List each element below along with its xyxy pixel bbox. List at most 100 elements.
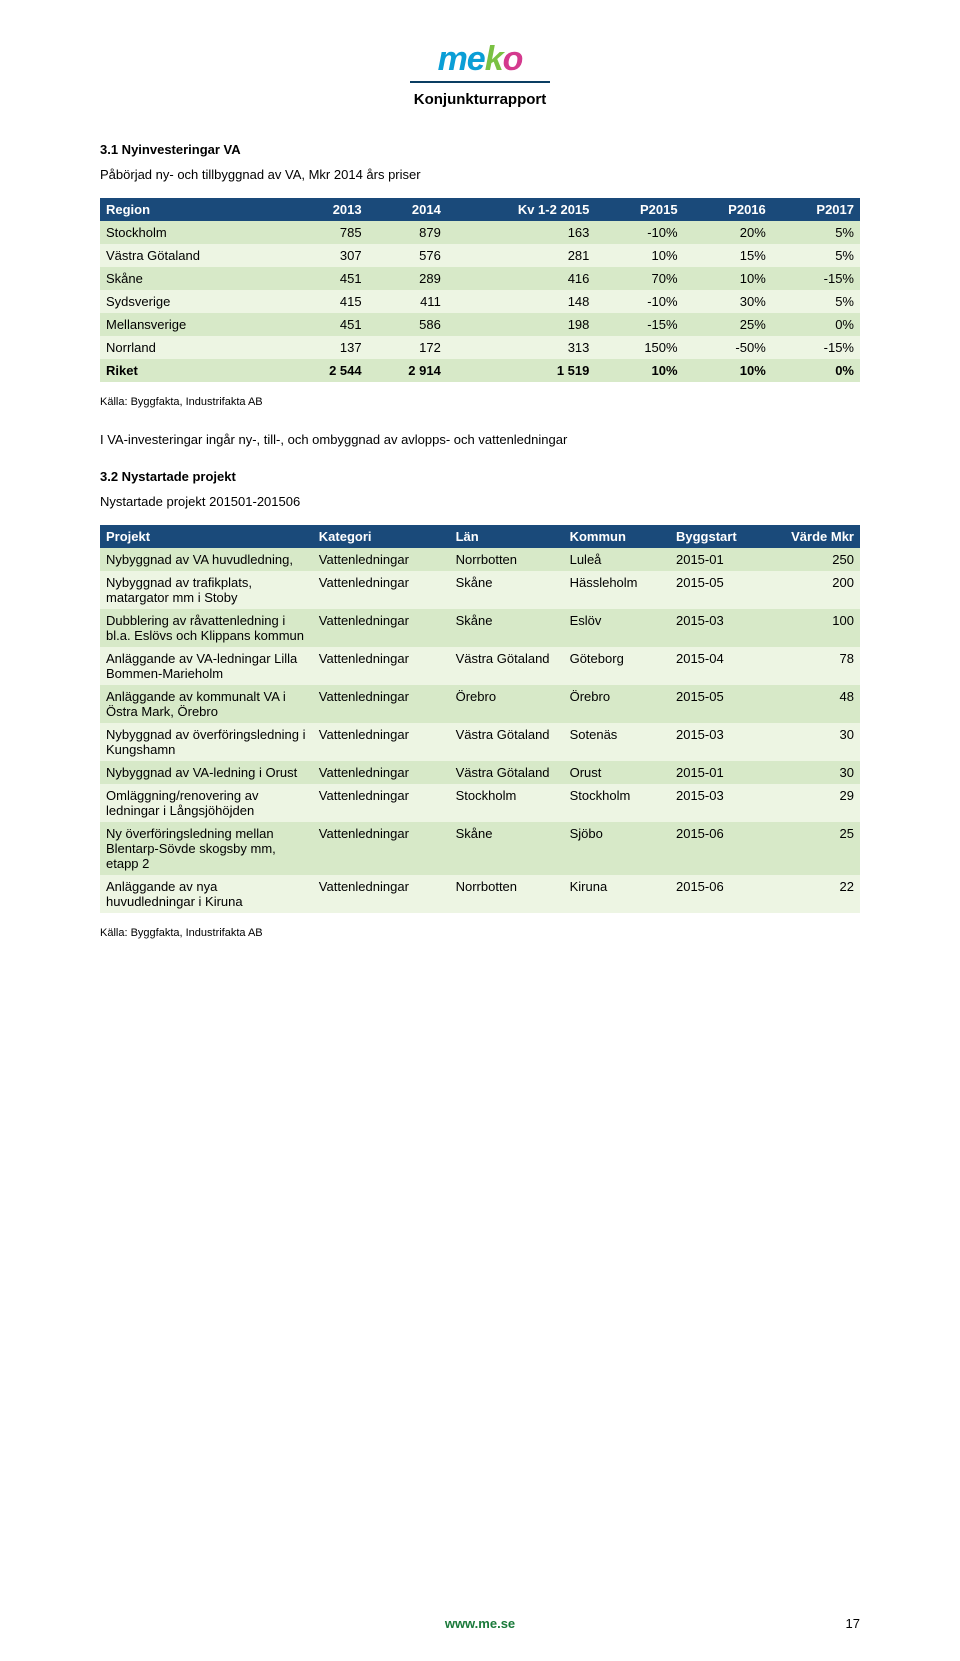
table-header-cell: Kommun — [564, 525, 670, 548]
table-cell: 100 — [761, 609, 860, 647]
table-cell: 2015-03 — [670, 723, 761, 761]
table-cell: Örebro — [450, 685, 564, 723]
table-cell: Västra Götaland — [450, 723, 564, 761]
table-cell: Vattenledningar — [313, 875, 450, 913]
table-cell: 172 — [368, 336, 447, 359]
table-cell: 2015-06 — [670, 822, 761, 875]
table-cell: 2 544 — [288, 359, 367, 382]
table-cell: Luleå — [564, 548, 670, 571]
section-1-caption: Påbörjad ny- och tillbyggnad av VA, Mkr … — [100, 167, 860, 182]
table-row: Dubblering av råvattenledning i bl.a. Es… — [100, 609, 860, 647]
table-cell: Vattenledningar — [313, 784, 450, 822]
table-row: Nybyggnad av VA huvudledning,Vattenledni… — [100, 548, 860, 571]
table-header-cell: Byggstart — [670, 525, 761, 548]
table-cell: 163 — [447, 221, 596, 244]
table-row: Mellansverige451586198-15%25%0% — [100, 313, 860, 336]
table-cell: -15% — [595, 313, 683, 336]
table-cell: 20% — [684, 221, 772, 244]
table-cell: Vattenledningar — [313, 647, 450, 685]
table-cell: 2015-01 — [670, 761, 761, 784]
table-cell: Västra Götaland — [450, 761, 564, 784]
table-cell: 15% — [684, 244, 772, 267]
table-cell: Mellansverige — [100, 313, 288, 336]
table-cell: Riket — [100, 359, 288, 382]
table-cell: Sotenäs — [564, 723, 670, 761]
table-cell: Anläggande av VA-ledningar Lilla Bommen-… — [100, 647, 313, 685]
table-header-cell: Värde Mkr — [761, 525, 860, 548]
table-cell: Västra Götaland — [450, 647, 564, 685]
table-row: Anläggande av nya huvudledningar i Kirun… — [100, 875, 860, 913]
table-row: Anläggande av kommunalt VA i Östra Mark,… — [100, 685, 860, 723]
table-row: Anläggande av VA-ledningar Lilla Bommen-… — [100, 647, 860, 685]
table-cell: 137 — [288, 336, 367, 359]
table-nystartade: ProjektKategoriLänKommunByggstartVärde M… — [100, 525, 860, 913]
table-cell: 198 — [447, 313, 596, 336]
table-cell: 10% — [684, 267, 772, 290]
table-cell: 200 — [761, 571, 860, 609]
table-cell: Stockholm — [100, 221, 288, 244]
table-row: Riket2 5442 9141 51910%10%0% — [100, 359, 860, 382]
table-cell: 586 — [368, 313, 447, 336]
table-cell: 416 — [447, 267, 596, 290]
table-cell: Ny överföringsledning mellan Blentarp-Sö… — [100, 822, 313, 875]
table-cell: Nybyggnad av överföringsledning i Kungsh… — [100, 723, 313, 761]
logo-underline — [410, 81, 550, 83]
table-cell: 2015-05 — [670, 685, 761, 723]
table-cell: 5% — [772, 221, 860, 244]
table-header-cell: P2015 — [595, 198, 683, 221]
table-cell: 48 — [761, 685, 860, 723]
table-cell: Norrbotten — [450, 875, 564, 913]
table-header-cell: 2013 — [288, 198, 367, 221]
table-cell: 307 — [288, 244, 367, 267]
table-cell: Norrland — [100, 336, 288, 359]
table-cell: Nybyggnad av trafikplats, matargator mm … — [100, 571, 313, 609]
table-cell: Stockholm — [564, 784, 670, 822]
table-header-cell: P2017 — [772, 198, 860, 221]
table-cell: Skåne — [450, 822, 564, 875]
table-cell: 30 — [761, 761, 860, 784]
table-cell: 2015-04 — [670, 647, 761, 685]
table-row: Ny överföringsledning mellan Blentarp-Sö… — [100, 822, 860, 875]
table-cell: 148 — [447, 290, 596, 313]
note-1: I VA-investeringar ingår ny-, till-, och… — [100, 432, 860, 447]
table-cell: 2015-05 — [670, 571, 761, 609]
table-cell: Omläggning/renovering av ledningar i Lån… — [100, 784, 313, 822]
logo-block: meko Konjunkturrapport — [100, 40, 860, 108]
table-cell: 250 — [761, 548, 860, 571]
table-cell: 415 — [288, 290, 367, 313]
table-header-cell: P2016 — [684, 198, 772, 221]
table-row: Sydsverige415411148-10%30%5% — [100, 290, 860, 313]
table-cell: Vattenledningar — [313, 609, 450, 647]
table-cell: -50% — [684, 336, 772, 359]
table-row: Norrland137172313150%-50%-15% — [100, 336, 860, 359]
table-cell: Anläggande av nya huvudledningar i Kirun… — [100, 875, 313, 913]
table-header-cell: Projekt — [100, 525, 313, 548]
table-header-cell: Region — [100, 198, 288, 221]
table-row: Nybyggnad av trafikplats, matargator mm … — [100, 571, 860, 609]
table-cell: 10% — [684, 359, 772, 382]
source-1: Källa: Byggfakta, Industrifakta AB — [100, 396, 860, 408]
table-cell: Eslöv — [564, 609, 670, 647]
table-cell: 25 — [761, 822, 860, 875]
table-cell: 1 519 — [447, 359, 596, 382]
table-row: Stockholm785879163-10%20%5% — [100, 221, 860, 244]
table-header-cell: Kv 1-2 2015 — [447, 198, 596, 221]
footer-url: www.me.se — [0, 1616, 960, 1631]
table-row: Nybyggnad av VA-ledning i OrustVattenled… — [100, 761, 860, 784]
table-cell: Göteborg — [564, 647, 670, 685]
table-header-cell: 2014 — [368, 198, 447, 221]
table-nyinvesteringar: Region20132014Kv 1-2 2015P2015P2016P2017… — [100, 198, 860, 382]
table-cell: Sjöbo — [564, 822, 670, 875]
table-cell: 2015-03 — [670, 609, 761, 647]
table-cell: 289 — [368, 267, 447, 290]
table-cell: -10% — [595, 290, 683, 313]
table-header-cell: Kategori — [313, 525, 450, 548]
table-row: Skåne45128941670%10%-15% — [100, 267, 860, 290]
table-cell: -15% — [772, 267, 860, 290]
table-cell: 451 — [288, 313, 367, 336]
logo: meko — [100, 40, 860, 79]
table-row: Nybyggnad av överföringsledning i Kungsh… — [100, 723, 860, 761]
table-cell: Nybyggnad av VA-ledning i Orust — [100, 761, 313, 784]
table-cell: Anläggande av kommunalt VA i Östra Mark,… — [100, 685, 313, 723]
section-2-caption: Nystartade projekt 201501-201506 — [100, 494, 860, 509]
